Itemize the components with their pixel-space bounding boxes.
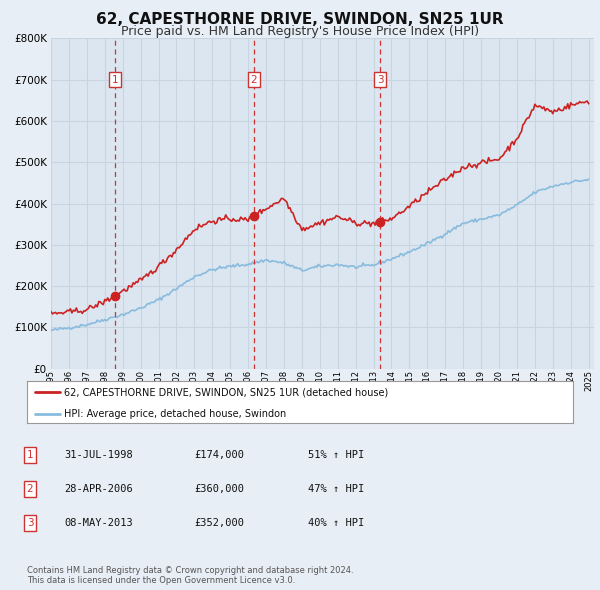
Text: £174,000: £174,000: [194, 450, 244, 460]
Text: 51% ↑ HPI: 51% ↑ HPI: [308, 450, 364, 460]
Text: Price paid vs. HM Land Registry's House Price Index (HPI): Price paid vs. HM Land Registry's House …: [121, 25, 479, 38]
Text: 1: 1: [112, 75, 118, 84]
Text: £360,000: £360,000: [194, 484, 244, 494]
Text: HPI: Average price, detached house, Swindon: HPI: Average price, detached house, Swin…: [64, 409, 286, 419]
Text: 2: 2: [251, 75, 257, 84]
Text: £352,000: £352,000: [194, 518, 244, 528]
Text: 31-JUL-1998: 31-JUL-1998: [65, 450, 133, 460]
Text: 40% ↑ HPI: 40% ↑ HPI: [308, 518, 364, 528]
Text: 28-APR-2006: 28-APR-2006: [65, 484, 133, 494]
Text: 3: 3: [26, 518, 34, 528]
Text: 3: 3: [377, 75, 383, 84]
Text: 47% ↑ HPI: 47% ↑ HPI: [308, 484, 364, 494]
Text: 08-MAY-2013: 08-MAY-2013: [65, 518, 133, 528]
Text: 62, CAPESTHORNE DRIVE, SWINDON, SN25 1UR (detached house): 62, CAPESTHORNE DRIVE, SWINDON, SN25 1UR…: [64, 387, 388, 397]
Text: 62, CAPESTHORNE DRIVE, SWINDON, SN25 1UR: 62, CAPESTHORNE DRIVE, SWINDON, SN25 1UR: [96, 12, 504, 27]
Text: Contains HM Land Registry data © Crown copyright and database right 2024.
This d: Contains HM Land Registry data © Crown c…: [27, 566, 353, 585]
Text: 1: 1: [26, 450, 34, 460]
Text: 2: 2: [26, 484, 34, 494]
